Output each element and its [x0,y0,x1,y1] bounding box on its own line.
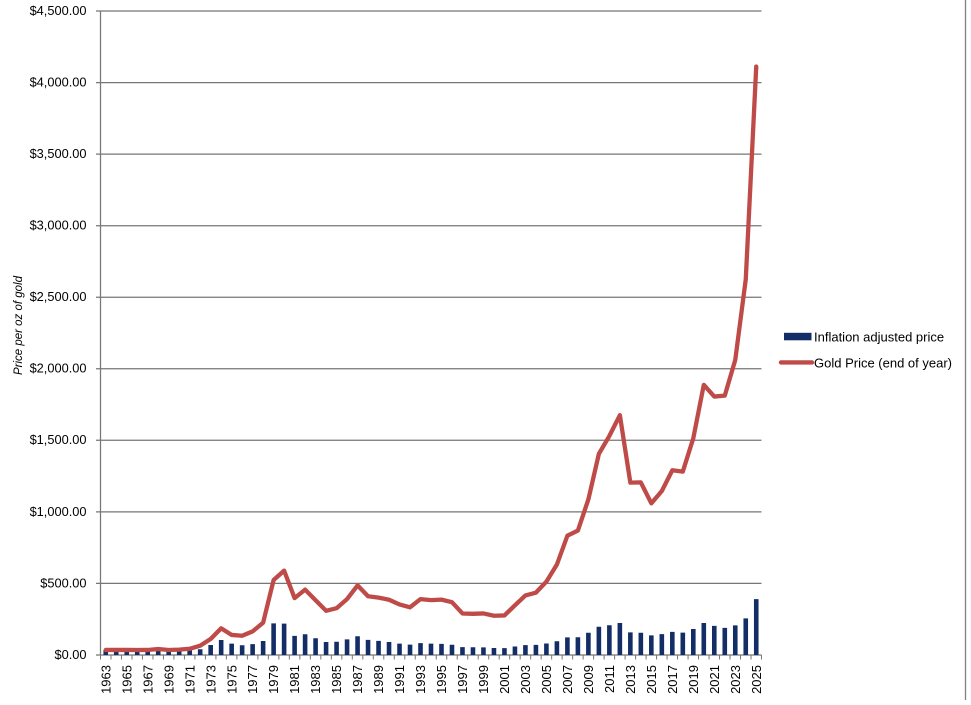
svg-text:$2,500.00: $2,500.00 [30,289,87,304]
svg-text:$3,500.00: $3,500.00 [30,146,87,161]
svg-text:2019: 2019 [686,665,701,694]
svg-text:2007: 2007 [560,665,575,694]
svg-text:1999: 1999 [476,665,491,694]
svg-text:Gold Price (end of year): Gold Price (end of year) [814,355,952,370]
svg-text:1969: 1969 [161,665,176,694]
svg-text:1997: 1997 [455,665,470,694]
svg-text:$2,000.00: $2,000.00 [30,361,87,376]
svg-text:2015: 2015 [644,665,659,694]
svg-text:1987: 1987 [350,665,365,694]
svg-text:2017: 2017 [665,665,680,694]
svg-text:2025: 2025 [749,665,764,694]
svg-text:Price per oz of gold: Price per oz of gold [13,275,25,375]
svg-text:2013: 2013 [623,665,638,694]
svg-text:1977: 1977 [245,665,260,694]
svg-text:1985: 1985 [329,665,344,694]
svg-text:2021: 2021 [707,665,722,694]
svg-text:1967: 1967 [140,665,155,694]
svg-text:1993: 1993 [413,665,428,694]
svg-text:1975: 1975 [224,665,239,694]
svg-text:Inflation adjusted price: Inflation adjusted price [814,330,944,345]
svg-text:$1,500.00: $1,500.00 [30,432,87,447]
svg-text:2001: 2001 [497,665,512,694]
svg-text:1965: 1965 [119,665,134,694]
svg-text:2023: 2023 [728,665,743,694]
svg-text:1979: 1979 [266,665,281,694]
svg-text:1971: 1971 [182,665,197,694]
svg-text:2009: 2009 [581,665,596,694]
svg-text:$3,000.00: $3,000.00 [30,218,87,233]
svg-text:$500.00: $500.00 [40,575,86,590]
svg-text:1995: 1995 [434,665,449,694]
svg-text:1963: 1963 [98,665,113,694]
svg-text:2005: 2005 [539,665,554,694]
svg-text:$4,000.00: $4,000.00 [30,75,87,90]
svg-text:2011: 2011 [602,665,617,693]
svg-text:$1,000.00: $1,000.00 [30,504,87,519]
svg-text:$0.00: $0.00 [54,647,86,662]
svg-text:$4,500.00: $4,500.00 [30,3,87,18]
svg-text:1973: 1973 [203,665,218,694]
svg-text:1991: 1991 [392,665,407,694]
svg-text:2003: 2003 [518,665,533,694]
svg-text:1983: 1983 [308,665,323,694]
svg-text:1989: 1989 [371,665,386,694]
svg-text:1981: 1981 [287,665,302,694]
